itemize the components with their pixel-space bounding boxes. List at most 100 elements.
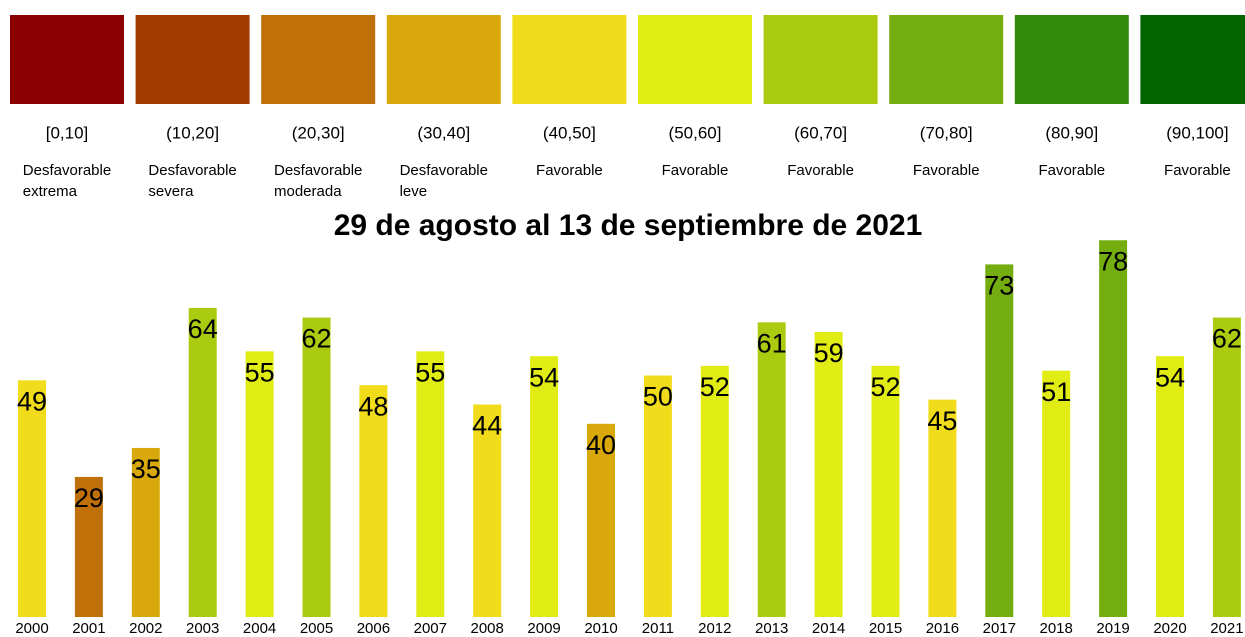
bar: [757, 322, 786, 617]
value-label: 62: [301, 324, 331, 354]
value-label: 48: [358, 391, 388, 421]
legend-description: Favorable: [1038, 162, 1105, 179]
legend-swatch: [386, 15, 501, 104]
legend-swatch: [763, 15, 878, 104]
x-tick-label: 2018: [1040, 620, 1073, 637]
x-tick-label: 2017: [983, 620, 1016, 637]
legend-swatch: [638, 15, 752, 104]
bar: [928, 399, 957, 617]
value-label: 78: [1098, 246, 1128, 276]
value-label: 54: [529, 362, 559, 392]
x-tick-label: 2014: [812, 620, 845, 637]
bar: [700, 365, 729, 617]
bar: [18, 380, 46, 617]
x-tick-label: 2005: [300, 620, 333, 637]
value-label: 52: [870, 372, 900, 402]
x-tick-label: 2011: [642, 620, 674, 637]
legend-description: Favorable: [1164, 162, 1231, 179]
legend-range: (90,100]: [1166, 123, 1228, 142]
legend-description: moderada: [274, 183, 342, 200]
legend-description: Desfavorable: [400, 162, 488, 179]
value-label: 54: [1155, 362, 1185, 392]
bar: [530, 356, 559, 617]
bar: [1042, 370, 1071, 617]
legend-swatch: [889, 15, 1004, 104]
value-label: 35: [131, 454, 161, 484]
legend-description: Desfavorable: [274, 162, 362, 179]
x-tick-label: 2020: [1153, 620, 1186, 637]
x-tick-label: 2004: [243, 620, 276, 637]
bar: [1099, 240, 1128, 617]
value-label: 55: [415, 357, 445, 387]
legend-range: [0,10]: [46, 123, 89, 142]
value-label: 49: [17, 386, 47, 416]
bar: [1156, 356, 1184, 617]
legend-swatch: [512, 15, 627, 104]
bar: [188, 307, 217, 617]
value-label: 29: [74, 483, 104, 513]
bar: [643, 375, 672, 617]
value-label: 73: [984, 271, 1014, 301]
bar: [359, 385, 388, 617]
x-tick-label: 2010: [584, 620, 617, 637]
legend-range: (10,20]: [166, 123, 219, 142]
x-tick-label: 2008: [471, 620, 504, 637]
legend-description: extrema: [23, 183, 78, 200]
legend-range: (80,90]: [1045, 123, 1098, 142]
x-tick-label: 2006: [357, 620, 390, 637]
legend-description: leve: [400, 183, 428, 200]
x-tick-label: 2002: [129, 620, 162, 637]
x-tick-label: 2016: [926, 620, 959, 637]
bar: [814, 332, 843, 617]
value-label: 55: [245, 357, 275, 387]
bar: [416, 351, 445, 617]
chart-title: 29 de agosto al 13 de septiembre de 2021: [334, 209, 923, 242]
bar: [302, 317, 331, 617]
bar: [74, 476, 103, 617]
legend-swatch: [1014, 15, 1129, 104]
legend-swatch: [135, 15, 250, 104]
legend-range: (40,50]: [543, 123, 596, 142]
legend-range: (50,60]: [669, 123, 722, 142]
value-label: 44: [472, 411, 502, 441]
legend-description: Favorable: [913, 162, 980, 179]
value-label: 52: [700, 372, 730, 402]
value-label: 62: [1212, 324, 1242, 354]
bar: [985, 264, 1014, 617]
value-label: 59: [814, 338, 844, 368]
legend-description: Favorable: [662, 162, 729, 179]
value-label: 64: [188, 314, 218, 344]
legend-swatch: [1140, 15, 1245, 104]
value-label: 40: [586, 430, 616, 460]
bar: [473, 404, 502, 617]
x-tick-label: 2000: [15, 620, 48, 637]
legend-range: (30,40]: [417, 123, 470, 142]
bar: [871, 365, 900, 617]
legend-description: Desfavorable: [23, 162, 111, 179]
legend-swatch: [261, 15, 376, 104]
legend-description: Favorable: [787, 162, 854, 179]
x-tick-label: 2003: [186, 620, 219, 637]
x-tick-label: 2012: [698, 620, 731, 637]
legend-range: (20,30]: [292, 123, 345, 142]
x-tick-label: 2015: [869, 620, 902, 637]
legend-range: (70,80]: [920, 123, 973, 142]
value-label: 50: [643, 382, 673, 412]
x-tick-label: 2021: [1210, 620, 1243, 637]
x-tick-label: 2007: [414, 620, 447, 637]
legend-description: Desfavorable: [148, 162, 236, 179]
legend-swatch: [10, 15, 124, 104]
legend-range: (60,70]: [794, 123, 847, 142]
legend-description: Favorable: [536, 162, 603, 179]
bar: [245, 351, 274, 617]
x-tick-label: 2013: [755, 620, 788, 637]
bar: [131, 447, 160, 617]
x-tick-label: 2001: [72, 620, 105, 637]
value-label: 45: [927, 406, 957, 436]
value-label: 51: [1041, 377, 1071, 407]
legend-description: severa: [148, 183, 194, 200]
x-tick-label: 2019: [1096, 620, 1129, 637]
x-tick-label: 2009: [527, 620, 560, 637]
bar: [1212, 317, 1241, 617]
